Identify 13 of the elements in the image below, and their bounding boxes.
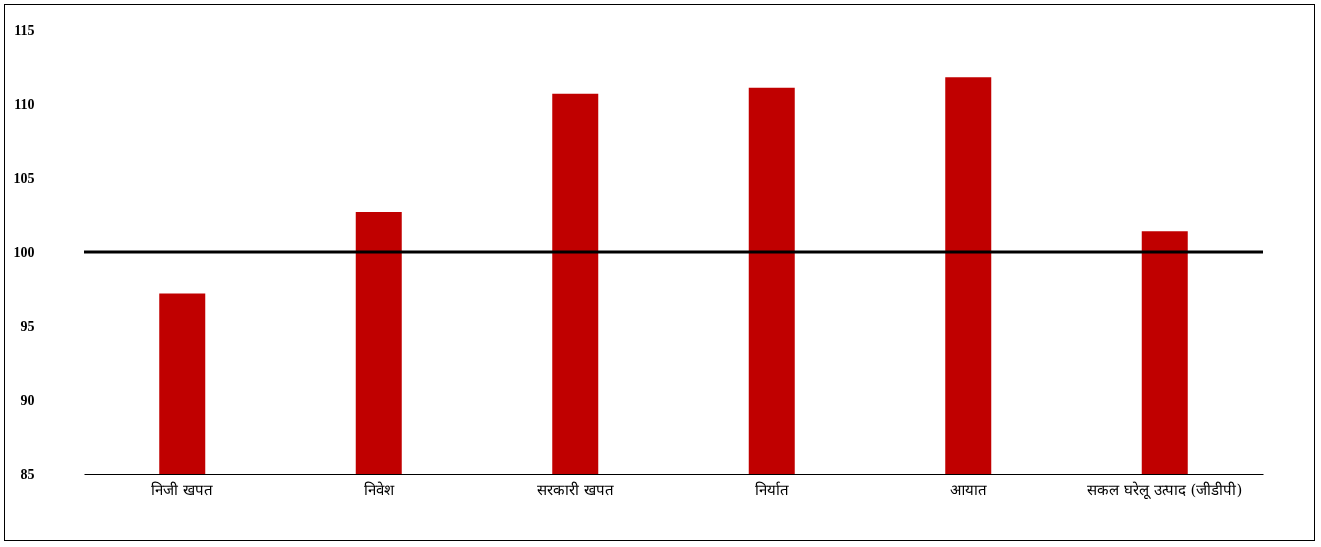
x-tick-label: निवेश [363,480,395,499]
y-tick-label: 105 [13,170,35,186]
y-tick-label: 110 [14,96,35,112]
x-tick-label: निजी खपत [151,480,214,499]
x-tick-label: निर्यात [754,480,789,499]
x-tick-label: आयात [949,480,987,499]
x-tick-label: सकल घरेलू उत्पाद (जीडीपी) [1087,480,1243,500]
y-tick-label: 115 [14,22,35,38]
y-tick-label: 100 [13,244,35,260]
x-tick-label: सरकारी खपत [536,480,614,499]
y-tick-label: 90 [20,392,35,408]
y-tick-label: 85 [20,466,35,482]
y-tick-label: 95 [20,318,35,334]
